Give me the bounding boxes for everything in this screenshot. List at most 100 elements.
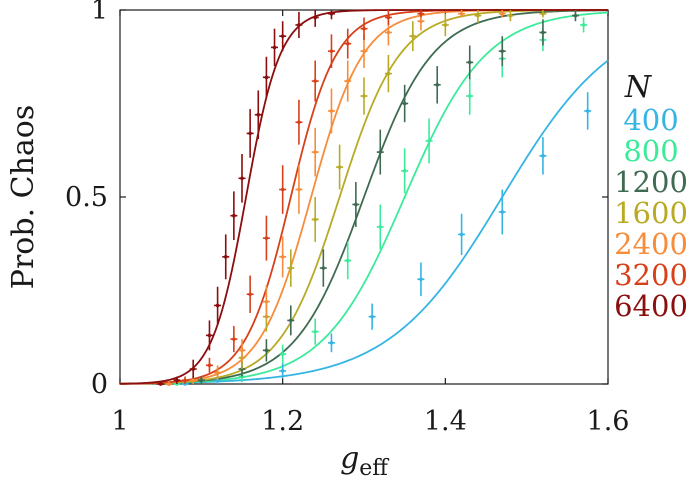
data-point — [402, 101, 407, 106]
data-point — [467, 94, 472, 98]
legend-entry-1600: 1600 — [614, 196, 688, 230]
y-tick-label: 0.5 — [65, 182, 108, 213]
data-point — [345, 79, 350, 83]
data-point — [313, 217, 318, 222]
x-tick-label: 1.4 — [424, 406, 467, 437]
data-point — [500, 11, 505, 16]
data-point — [158, 382, 163, 386]
data-point — [345, 41, 350, 46]
data-point — [370, 314, 374, 319]
data-point — [248, 131, 252, 136]
data-point — [329, 49, 334, 53]
x-axis-title: geff — [340, 441, 389, 481]
data-point — [585, 109, 590, 113]
data-point — [386, 71, 391, 76]
data-point — [419, 11, 423, 16]
data-point — [240, 176, 244, 181]
x-tick-label: 1.2 — [261, 406, 304, 437]
data-point — [459, 232, 464, 237]
x-axis: 1 1.2 1.4 1.6 — [111, 10, 629, 437]
data-point — [435, 83, 440, 87]
data-point — [191, 378, 195, 383]
data-point — [419, 277, 423, 282]
y-axis-title: Prob. Chaos — [6, 105, 41, 289]
data-point — [459, 11, 464, 16]
data-point — [199, 378, 204, 383]
data-point — [386, 15, 391, 20]
data-point — [264, 75, 269, 80]
series-1200 — [165, 10, 579, 386]
data-point — [313, 79, 318, 83]
data-point — [264, 299, 269, 304]
data-point — [280, 187, 285, 192]
data-point — [467, 60, 472, 65]
y-axis: 00.51 — [65, 0, 608, 400]
data-point — [427, 139, 431, 143]
x-tick-label: 1.6 — [587, 406, 630, 437]
data-point — [573, 13, 578, 18]
data-point — [289, 318, 293, 323]
fit-curve-6400 — [119, 9, 608, 385]
data-point — [289, 266, 293, 270]
data-point — [581, 23, 586, 27]
data-point — [313, 150, 318, 154]
data-points — [157, 10, 592, 386]
data-point — [232, 337, 236, 341]
data-point — [386, 30, 391, 35]
data-point — [329, 341, 334, 345]
data-point — [378, 225, 383, 229]
data-point — [345, 258, 350, 263]
data-point — [272, 45, 277, 50]
legend-entry-6400: 6400 — [614, 289, 688, 323]
data-point — [321, 266, 326, 270]
data-point — [280, 255, 285, 259]
y-tick-label: 1 — [91, 0, 108, 26]
data-point — [508, 13, 513, 18]
data-point — [337, 165, 342, 169]
data-point — [541, 30, 545, 35]
data-point — [411, 34, 415, 38]
data-point — [313, 15, 318, 20]
data-point — [476, 13, 480, 18]
data-point — [240, 367, 244, 371]
x-axis-title-main: g — [340, 441, 359, 476]
data-point — [297, 23, 301, 27]
x-axis-title-subscript: eff — [359, 456, 389, 481]
data-point — [378, 150, 383, 154]
data-point — [541, 11, 545, 16]
data-point — [500, 210, 505, 214]
data-point — [297, 120, 301, 124]
legend-entry-800: 800 — [623, 134, 678, 168]
data-point — [256, 112, 261, 117]
data-point — [175, 378, 179, 383]
data-point — [313, 329, 318, 334]
data-point — [207, 363, 212, 368]
data-point — [223, 255, 228, 259]
legend-title: N — [624, 70, 653, 105]
data-point — [329, 11, 334, 16]
data-point — [232, 213, 236, 218]
data-point — [264, 348, 269, 353]
x-tick-label: 1 — [111, 406, 128, 437]
data-point — [248, 292, 252, 297]
data-point — [362, 94, 366, 98]
data-point — [443, 23, 448, 27]
data-point — [191, 367, 195, 371]
data-point — [215, 303, 220, 308]
legend-entry-1200: 1200 — [614, 165, 688, 199]
series-6400 — [157, 10, 335, 386]
data-point — [240, 374, 244, 379]
data-point — [264, 236, 269, 240]
data-point — [402, 169, 407, 173]
data-point — [280, 369, 285, 373]
data-point — [541, 154, 545, 158]
data-point — [240, 348, 244, 353]
series-3200 — [157, 10, 425, 386]
data-point — [362, 26, 366, 31]
data-point — [500, 49, 505, 53]
data-point — [280, 34, 285, 38]
data-point — [362, 49, 366, 53]
series-800 — [173, 17, 588, 386]
data-point — [207, 333, 212, 338]
